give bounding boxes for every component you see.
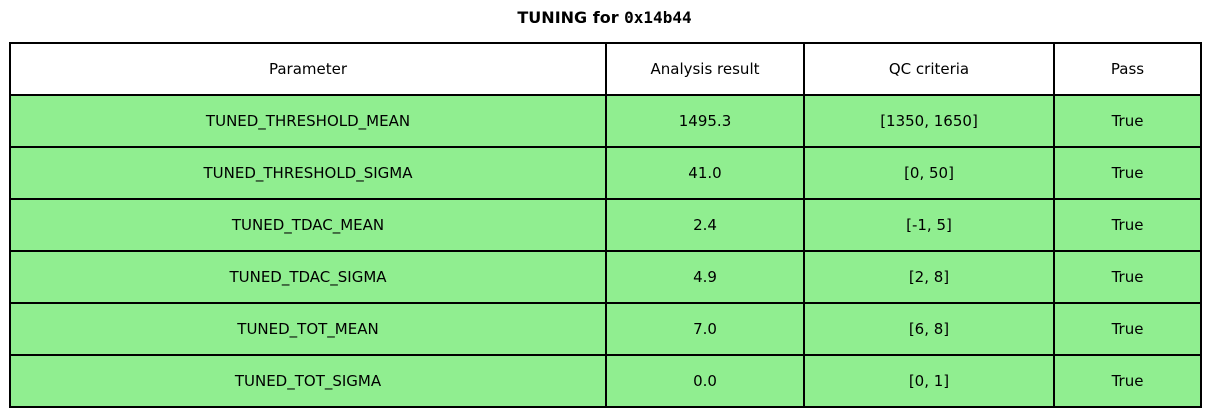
cell-parameter: TUNED_TDAC_SIGMA [9, 250, 607, 304]
col-header-parameter: Parameter [9, 42, 607, 96]
col-header-analysis-result: Analysis result [605, 42, 805, 96]
cell-qc-criteria: [0, 1] [803, 354, 1055, 408]
cell-analysis-result: 4.9 [605, 250, 805, 304]
header-row: Parameter Analysis result QC criteria Pa… [9, 42, 1202, 96]
cell-parameter: TUNED_TOT_SIGMA [9, 354, 607, 408]
cell-parameter: TUNED_THRESHOLD_MEAN [9, 94, 607, 148]
cell-pass: True [1053, 354, 1202, 408]
cell-analysis-result: 0.0 [605, 354, 805, 408]
table-row: TUNED_TOT_MEAN 7.0 [6, 8] True [9, 302, 1202, 356]
figure-title: TUNING for 0x14b44 [9, 8, 1200, 27]
cell-parameter: TUNED_TDAC_MEAN [9, 198, 607, 252]
figure-title-serial: 0x14b44 [624, 8, 692, 27]
table-row: TUNED_THRESHOLD_MEAN 1495.3 [1350, 1650]… [9, 94, 1202, 148]
col-header-qc-criteria: QC criteria [803, 42, 1055, 96]
cell-qc-criteria: [1350, 1650] [803, 94, 1055, 148]
cell-analysis-result: 41.0 [605, 146, 805, 200]
table-row: TUNED_TDAC_SIGMA 4.9 [2, 8] True [9, 250, 1202, 304]
cell-parameter: TUNED_THRESHOLD_SIGMA [9, 146, 607, 200]
cell-qc-criteria: [6, 8] [803, 302, 1055, 356]
cell-qc-criteria: [2, 8] [803, 250, 1055, 304]
cell-pass: True [1053, 146, 1202, 200]
cell-pass: True [1053, 198, 1202, 252]
cell-pass: True [1053, 302, 1202, 356]
col-header-pass: Pass [1053, 42, 1202, 96]
cell-qc-criteria: [-1, 5] [803, 198, 1055, 252]
figure-title-text: TUNING for [517, 8, 625, 27]
qc-results-table: Parameter Analysis result QC criteria Pa… [9, 42, 1202, 408]
cell-pass: True [1053, 250, 1202, 304]
cell-qc-criteria: [0, 50] [803, 146, 1055, 200]
cell-parameter: TUNED_TOT_MEAN [9, 302, 607, 356]
table-row: TUNED_TOT_SIGMA 0.0 [0, 1] True [9, 354, 1202, 408]
table-row: TUNED_THRESHOLD_SIGMA 41.0 [0, 50] True [9, 146, 1202, 200]
cell-analysis-result: 7.0 [605, 302, 805, 356]
cell-analysis-result: 2.4 [605, 198, 805, 252]
cell-analysis-result: 1495.3 [605, 94, 805, 148]
cell-pass: True [1053, 94, 1202, 148]
table-row: TUNED_TDAC_MEAN 2.4 [-1, 5] True [9, 198, 1202, 252]
